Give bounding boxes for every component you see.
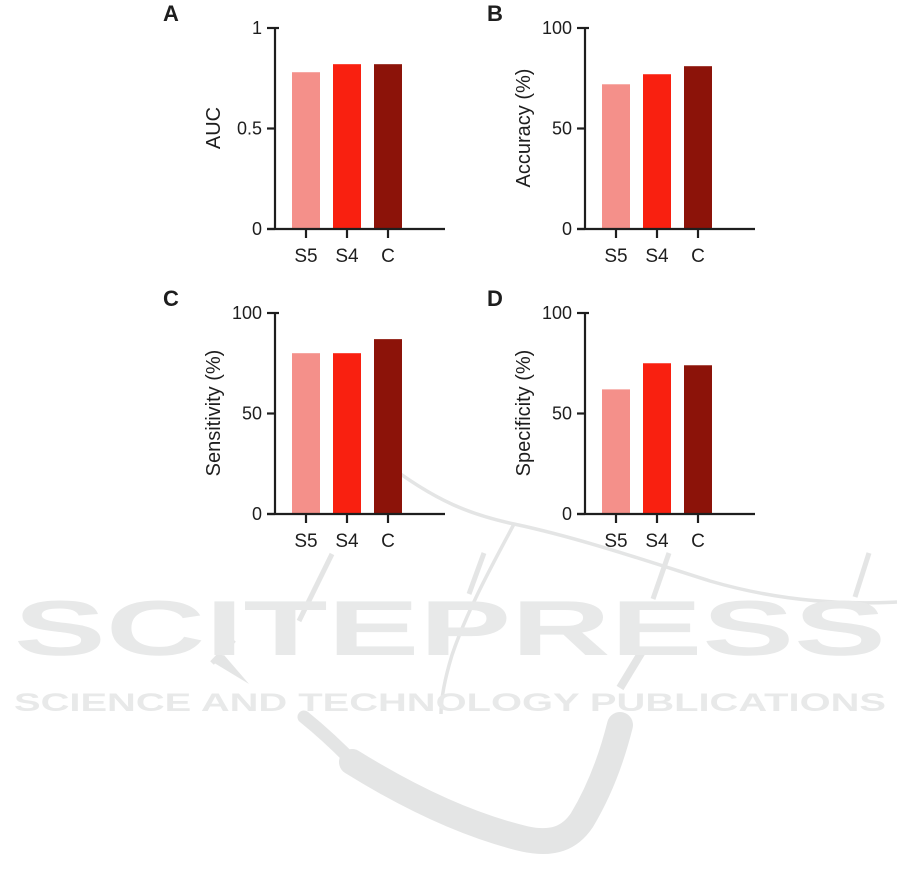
y-tick-label: 0 [252, 219, 262, 239]
panel-letter-B: B [487, 1, 503, 26]
watermark-wedge-icon [211, 655, 249, 684]
x-tick-label: C [381, 531, 395, 552]
x-tick-label: S4 [645, 246, 669, 267]
x-tick-label: S5 [294, 531, 317, 552]
watermark-slash-icon [466, 552, 487, 595]
y-tick-label: 50 [552, 119, 572, 139]
watermark-slash-icon [616, 647, 647, 691]
chart-panel-A: A S5 S4 C 0 0.5 1 AUC [163, 1, 445, 267]
y-tick-label: 0 [252, 504, 262, 524]
chart-panel-C: C S5 S4 C 0 50 100 Sensitivity (%) [163, 286, 445, 552]
y-tick-label: 0 [562, 219, 572, 239]
bar-c [684, 365, 712, 514]
watermark-slash-icon [650, 552, 672, 600]
watermark-brand-text: SCITEPRESS [14, 584, 886, 672]
watermark-swoosh-body [339, 712, 633, 855]
y-tick-label: 50 [552, 404, 572, 424]
y-axis-title: Specificity (%) [513, 350, 535, 477]
x-tick-label: S5 [604, 246, 627, 267]
bar-c [374, 64, 402, 230]
y-axis-title: AUC [203, 107, 225, 149]
bar-c [684, 66, 712, 229]
bar-s5 [602, 84, 630, 229]
x-tick-label: S5 [294, 246, 317, 267]
bar-s5 [602, 389, 630, 514]
watermark-tagline-text: SCIENCE AND TECHNOLOGY PUBLICATIONS [14, 689, 886, 717]
bar-s4 [333, 64, 361, 230]
panel-letter-D: D [487, 286, 503, 311]
y-tick-label: 0 [562, 504, 572, 524]
x-tick-label: C [691, 246, 705, 267]
x-tick-label: C [381, 246, 395, 267]
panel-letter-A: A [163, 1, 179, 26]
y-tick-label: 1 [252, 18, 262, 38]
x-tick-label: S4 [645, 531, 669, 552]
bar-s4 [643, 74, 671, 229]
bar-s5 [292, 353, 320, 514]
y-tick-label: 100 [232, 303, 262, 323]
watermark-stem-curve [381, 459, 898, 605]
y-tick-label: 0.5 [237, 119, 262, 139]
bar-s4 [643, 363, 671, 514]
y-tick-label: 100 [542, 303, 572, 323]
x-tick-label: S4 [335, 531, 359, 552]
bar-s5 [292, 72, 320, 229]
chart-panel-B: B S5 S4 C 0 50 100 Accuracy (%) [487, 1, 755, 267]
chart-panel-D: D S5 S4 C 0 50 100 Specificity (%) [487, 286, 755, 552]
x-tick-label: C [691, 531, 705, 552]
watermark-slash-icon [852, 552, 872, 598]
watermark-branch-curve [439, 523, 516, 715]
y-tick-label: 50 [242, 404, 262, 424]
x-tick-label: S4 [335, 246, 359, 267]
y-tick-label: 100 [542, 18, 572, 38]
x-tick-label: S5 [604, 531, 627, 552]
bar-s4 [333, 353, 361, 514]
y-axis-title: Accuracy (%) [513, 69, 535, 188]
panel-letter-C: C [163, 286, 179, 311]
watermark-slash-icon [296, 552, 335, 623]
bar-c [374, 339, 402, 514]
y-axis-title: Sensitivity (%) [203, 350, 225, 477]
